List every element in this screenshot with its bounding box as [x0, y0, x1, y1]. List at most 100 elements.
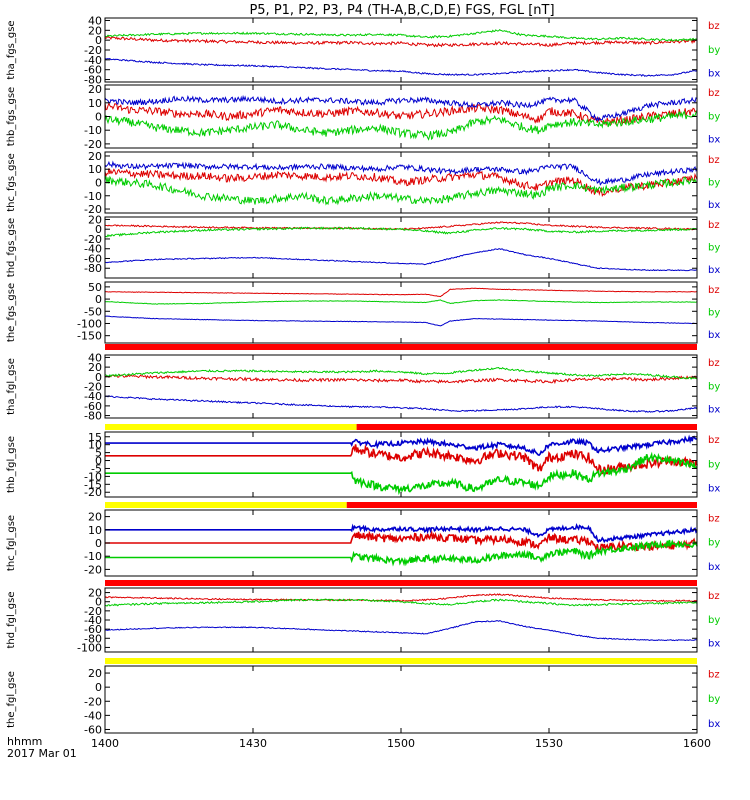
y-tick-label: -20 [84, 44, 102, 57]
series-the_fgs_gse-by [105, 299, 698, 305]
y-tick-label: 0 [95, 34, 102, 47]
y-tick-label: 0 [95, 371, 102, 384]
y-tick-label: -5 [91, 462, 102, 475]
legend-by: by [708, 381, 720, 392]
series-thb_fgs_gse-by [104, 110, 698, 141]
series-thb_fgl_gse-bx [105, 434, 698, 457]
y-tick-label: -60 [84, 623, 102, 636]
legend-bz: bz [708, 591, 720, 602]
y-tick-label: 10 [88, 97, 102, 110]
status-bar-segment [105, 580, 697, 586]
x-axis: 1400 1430 1500 1530 1600 [91, 737, 711, 750]
y-tick-label: 15 [88, 431, 102, 444]
y-axis-label: thb_fgs_gse [6, 87, 17, 146]
status-bar-segment [105, 344, 697, 350]
y-tick-label: -20 [84, 695, 102, 708]
panel-frame [104, 17, 698, 83]
y-tick-label: 40 [88, 351, 102, 364]
legend-bx: bx [708, 562, 720, 573]
y-tick-label: -80 [84, 410, 102, 423]
y-tick-label: -20 [84, 605, 102, 618]
legend-bz: bz [708, 669, 720, 680]
series-tha_fgl_gse-bz [104, 373, 698, 385]
y-tick-label: 20 [88, 511, 102, 524]
series-tha_fgl_gse-bx [104, 395, 698, 413]
y-tick-label: 40 [88, 14, 102, 27]
legend-bx: bx [708, 638, 720, 649]
y-tick-label: -10 [84, 470, 102, 483]
y-tick-label: 0 [95, 537, 102, 550]
legend-bx: bx [708, 483, 720, 494]
y-tick-label: 20 [88, 587, 102, 600]
series-thd_fgl_gse-bx [105, 620, 698, 642]
y-tick-label: 0 [95, 293, 102, 306]
y-tick-label: 5 [95, 447, 102, 460]
x-tick-label: 1430 [239, 737, 267, 750]
y-tick-label: -40 [84, 243, 102, 256]
legend-bx: bx [708, 68, 720, 79]
panel-frame [104, 665, 698, 734]
status-bar-segment [105, 658, 697, 664]
y-tick-label: -10 [84, 190, 102, 203]
y-tick-label: 20 [88, 83, 102, 96]
y-tick-label: -20 [84, 486, 102, 499]
x-tick-label: 1600 [683, 737, 711, 750]
y-axis-label: thc_fgl_gse [6, 515, 17, 571]
y-tick-label: -80 [84, 632, 102, 645]
y-tick-label: -60 [84, 723, 102, 736]
series-thd_fgs_gse-bz [104, 221, 698, 231]
y-tick-label: -60 [84, 64, 102, 77]
legend-bx: bx [708, 265, 720, 276]
series-thc_fgl_gse-bz [105, 529, 698, 553]
status-bar-segment [356, 424, 697, 430]
series-thc_fgs_gse-by [104, 175, 698, 206]
series-tha_fgs_gse-bz [104, 35, 698, 48]
x-axis-label-hhmm: hhmm [7, 735, 42, 748]
chart-title: P5, P1, P2, P3, P4 (TH-A,B,C,D,E) FGS, F… [249, 3, 554, 18]
legend-by: by [708, 538, 720, 549]
panel-frame [104, 587, 698, 653]
y-axis-label: the_fgl_gse [6, 671, 17, 728]
series-thd_fgs_gse-by [104, 226, 698, 238]
panel-thd_fgs_gse: 200-20-40-60-80 thd_fgs_gse bz by bx [6, 213, 720, 279]
y-tick-label: 50 [88, 281, 102, 294]
y-tick-label: 10 [88, 524, 102, 537]
y-tick-label: 0 [95, 681, 102, 694]
series-thc_fgl_gse-by [105, 539, 698, 567]
legend-bx: bx [708, 719, 720, 730]
legend-bz: bz [708, 513, 720, 524]
legend-bz: bz [708, 21, 720, 32]
y-axis-label: thb_fgl_gse [6, 436, 17, 493]
series-thd_fgl_gse-by [104, 598, 698, 607]
legend-by: by [708, 459, 720, 470]
legend-bx: bx [708, 330, 720, 341]
x-axis-label-date: 2017 Mar 01 [7, 747, 77, 760]
y-tick-label: 20 [88, 213, 102, 226]
legend-bz: bz [708, 155, 720, 166]
y-tick-label: -100 [77, 641, 102, 654]
series-thc_fgl_gse-bx [105, 523, 698, 544]
x-tick-label: 1530 [535, 737, 563, 750]
panel-thd_fgl_gse: 200-20-40-60-80-100 thd_fgl_gse bz by bx [6, 587, 720, 655]
y-tick-label: 20 [88, 361, 102, 374]
y-tick-label: -20 [84, 233, 102, 246]
legend-by: by [708, 111, 720, 122]
series-the_fgs_gse-bx [104, 315, 698, 327]
series-the_fgs_gse-bz [104, 287, 698, 298]
legend-by: by [708, 45, 720, 56]
y-tick-label: -50 [84, 305, 102, 318]
y-axis-label: tha_fgs_gse [6, 20, 17, 79]
panel-the_fgs_gse: 500-50-100-150 the_fgs_gse bz by bx [6, 281, 720, 344]
legend-bz: bz [708, 220, 720, 231]
y-tick-label: 20 [88, 667, 102, 680]
y-tick-label: 0 [95, 455, 102, 468]
panel-the_fgl_gse: 200-20-40-60 the_fgl_gse bz by bx [6, 665, 720, 736]
series-thb_fgs_gse-bz [104, 101, 698, 127]
